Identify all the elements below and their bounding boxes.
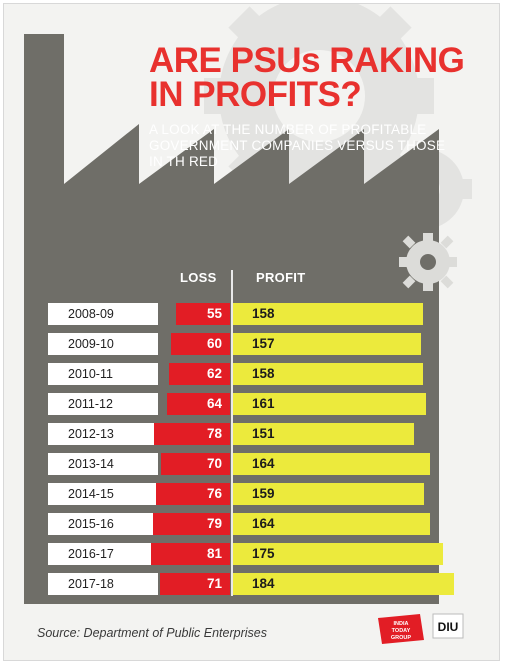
loss-bar — [169, 363, 230, 385]
profit-bar — [233, 543, 443, 565]
profit-bar — [233, 453, 430, 475]
loss-bar — [150, 543, 230, 565]
loss-value-label: 81 — [206, 546, 222, 561]
bar-chart: 2008-09 55 158 2009-10 60 157 2010-11 62 158 2011… — [4, 4, 499, 660]
page-title: ARE PSUs RAKING IN PROFITS? — [149, 41, 465, 114]
loss-value-label: 62 — [206, 366, 222, 381]
category-label: 2011-12 — [48, 393, 158, 415]
infographic-card: ARE PSUs RAKING IN PROFITS? A LOOK AT TH… — [3, 3, 500, 661]
loss-bar — [176, 303, 230, 325]
profit-column-header: PROFIT — [256, 270, 306, 285]
loss-bar — [171, 333, 230, 355]
category-label: 2016-17 — [48, 543, 158, 565]
profit-value-label: 164 — [252, 516, 275, 531]
profit-value-label: 158 — [252, 366, 275, 381]
profit-value-label: 161 — [252, 396, 275, 411]
profit-value-label: 151 — [252, 426, 275, 441]
profit-bar — [233, 333, 422, 355]
india-today-logo: INDIA TODAY GROUP — [378, 614, 424, 644]
svg-text:DIU: DIU — [438, 620, 459, 634]
profit-bar — [233, 483, 424, 505]
diu-logo: DIU — [432, 613, 464, 639]
loss-column-header: LOSS — [180, 270, 217, 285]
profit-bar — [233, 303, 423, 325]
source-note: Source: Department of Public Enterprises — [37, 626, 267, 640]
loss-value-label: 78 — [206, 426, 222, 441]
svg-text:INDIA: INDIA — [394, 621, 409, 627]
loss-bar — [155, 483, 230, 505]
loss-value-label: 70 — [206, 456, 222, 471]
profit-value-label: 158 — [252, 306, 275, 321]
category-label: 2008-09 — [48, 303, 158, 325]
loss-bar — [152, 513, 230, 535]
category-label: 2017-18 — [48, 573, 158, 595]
svg-text:TODAY: TODAY — [392, 628, 411, 634]
loss-value-label: 76 — [206, 486, 222, 501]
loss-bar — [167, 393, 230, 415]
category-label: 2010-11 — [48, 363, 158, 385]
column-divider — [231, 270, 233, 596]
loss-value-label: 55 — [206, 306, 222, 321]
loss-bar — [160, 573, 230, 595]
category-label: 2012-13 — [48, 423, 158, 445]
profit-value-label: 184 — [252, 576, 275, 591]
profit-bar — [233, 423, 415, 445]
profit-bar — [233, 573, 454, 595]
profit-bar — [233, 393, 427, 415]
loss-bar — [153, 423, 230, 445]
category-label: 2009-10 — [48, 333, 158, 355]
profit-bar — [233, 513, 430, 535]
category-label: 2014-15 — [48, 483, 158, 505]
loss-value-label: 79 — [206, 516, 222, 531]
loss-value-label: 60 — [206, 336, 222, 351]
loss-value-label: 64 — [206, 396, 222, 411]
profit-value-label: 159 — [252, 486, 275, 501]
profit-value-label: 164 — [252, 456, 275, 471]
profit-value-label: 157 — [252, 336, 275, 351]
category-label: 2015-16 — [48, 513, 158, 535]
category-label: 2013-14 — [48, 453, 158, 475]
loss-value-label: 71 — [206, 576, 222, 591]
svg-text:GROUP: GROUP — [391, 635, 412, 641]
profit-value-label: 175 — [252, 546, 275, 561]
page-subtitle: A LOOK AT THE NUMBER OF PROFITABLE GOVER… — [149, 122, 446, 169]
profit-bar — [233, 363, 423, 385]
loss-bar — [161, 453, 230, 475]
